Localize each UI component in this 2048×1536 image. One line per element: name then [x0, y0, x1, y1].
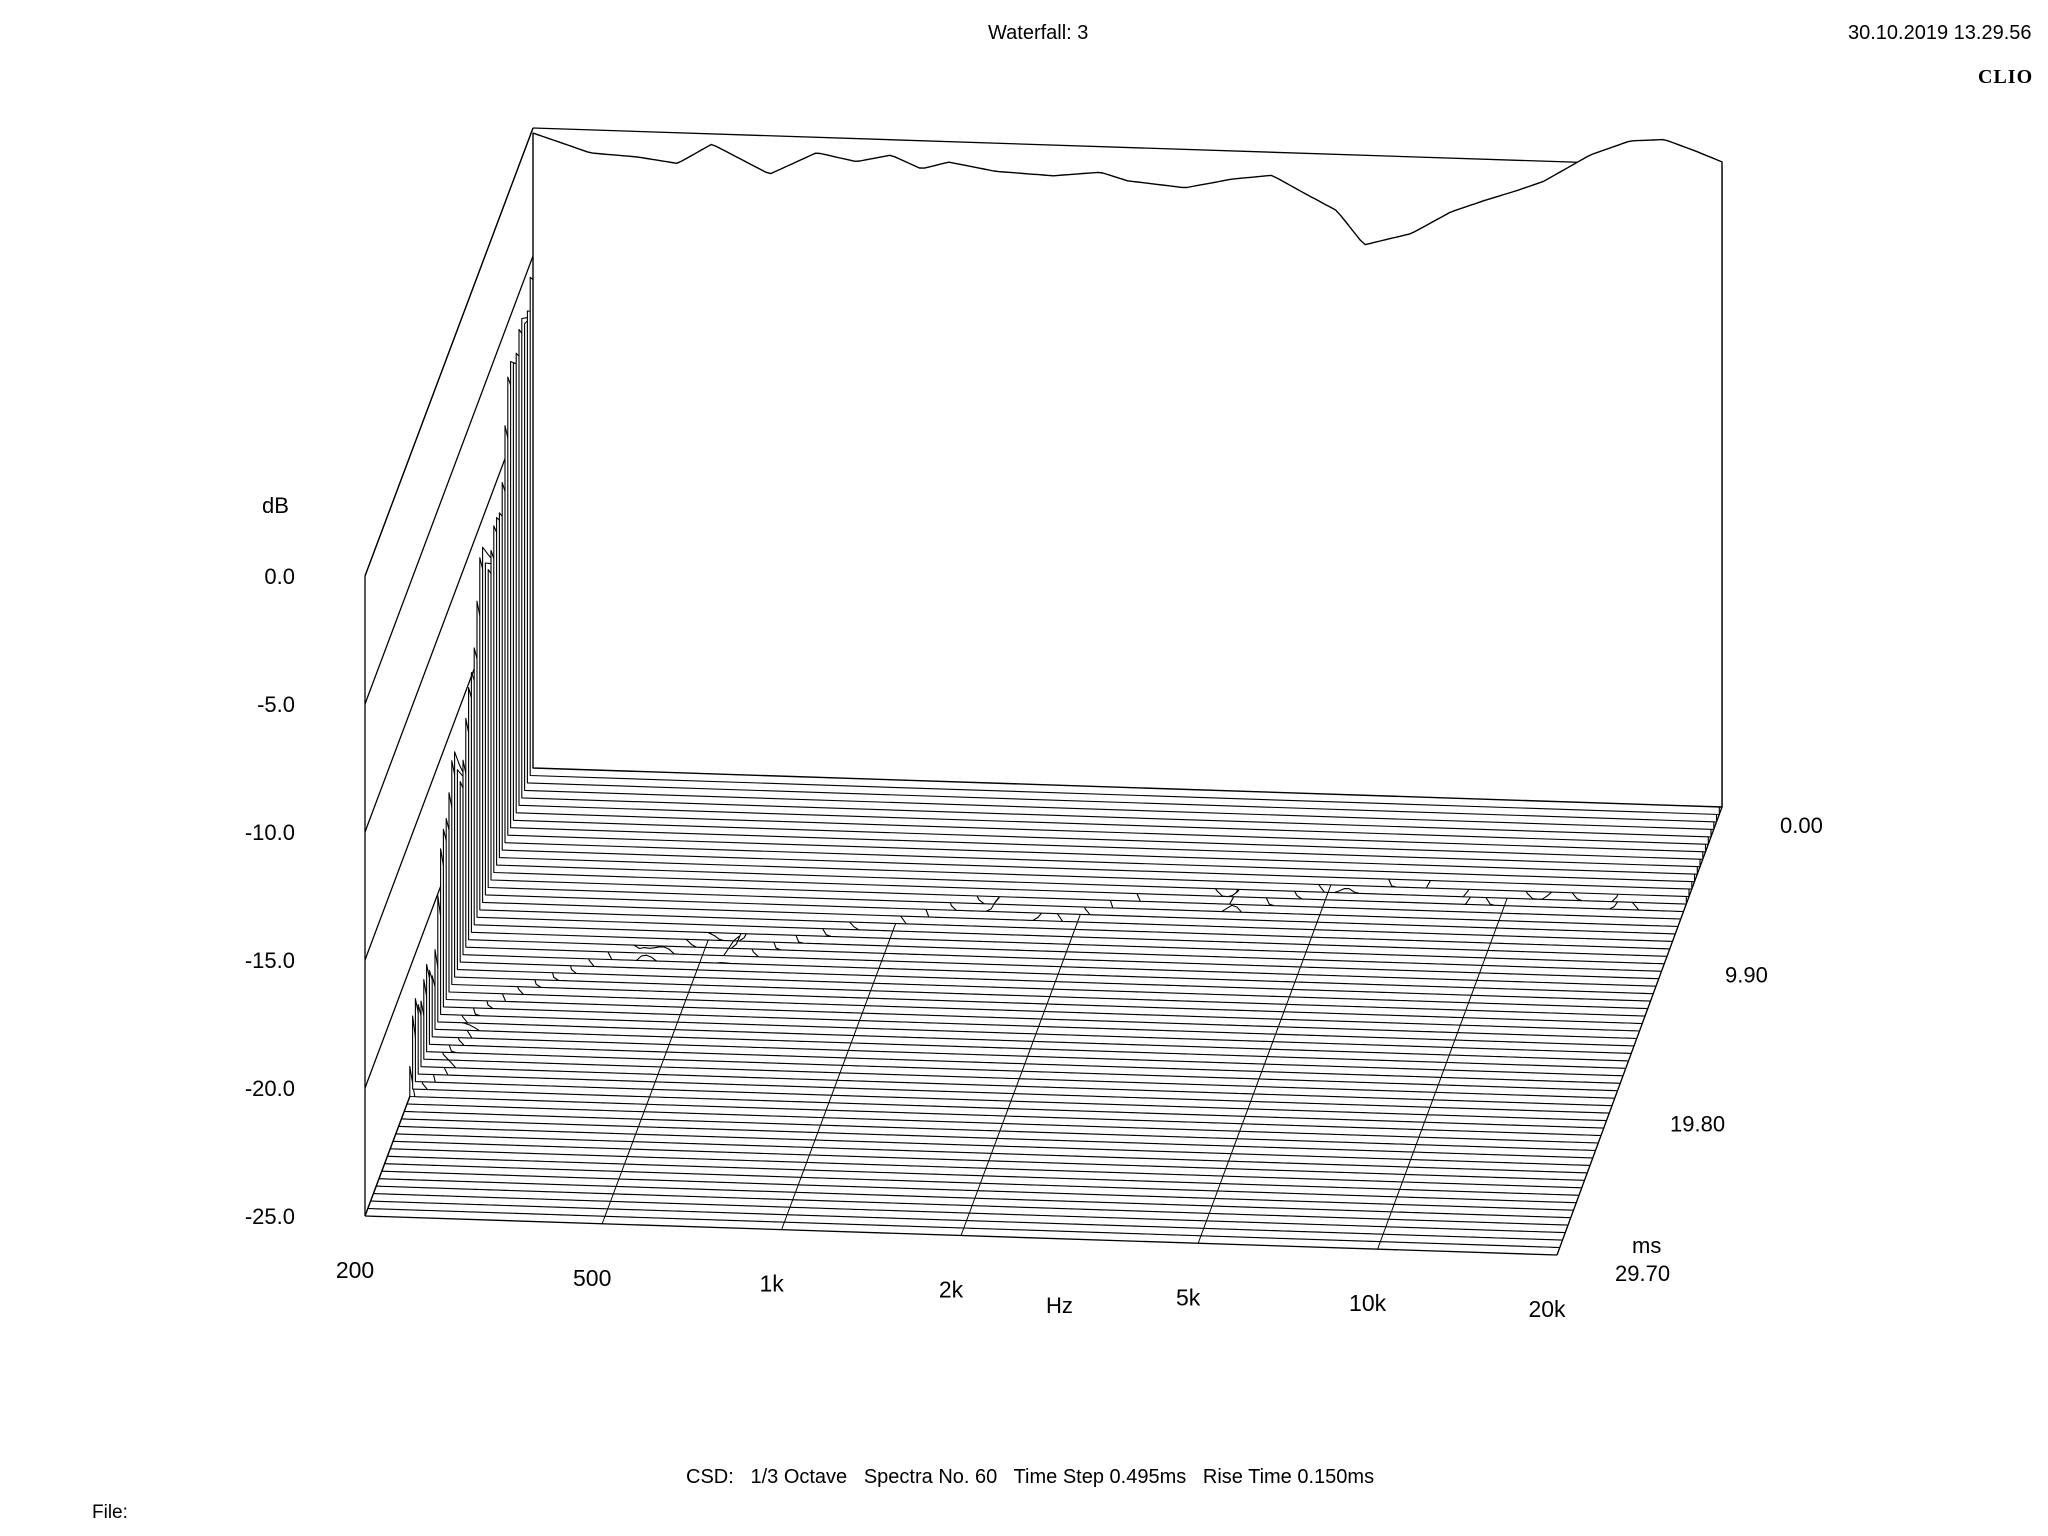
z-tick-labels: 0.00 9.90 19.80 29.70 [1615, 813, 1823, 1286]
y-tick-label: -25.0 [245, 1204, 295, 1229]
spectrum-slice [428, 969, 1621, 1084]
x-tick-label: 1k [759, 1271, 784, 1297]
spectrum-slice [370, 1200, 1564, 1241]
spectrum-slice [437, 895, 1630, 1062]
spectrum-slice [442, 828, 1635, 1047]
left-wall-gridline [364, 255, 534, 705]
z-axis-label: ms [1632, 1233, 1662, 1258]
spectrum-slice [423, 979, 1616, 1099]
chart-datetime: 30.10.2019 13.29.56 [1848, 22, 2032, 44]
back-top-edge [532, 127, 1723, 168]
spectrum-slice [400, 1118, 1594, 1159]
spectrum-slice [459, 781, 1652, 1002]
spectrum-slice [451, 760, 1643, 1025]
spectrum-slice [409, 1065, 1602, 1137]
spectrum-slice [395, 1133, 1588, 1174]
y-tick-label: -5.0 [257, 692, 295, 717]
z-tick-label: 9.90 [1725, 962, 1768, 987]
spectrum-slice [398, 1125, 1591, 1166]
spectrum-slice [434, 949, 1627, 1069]
spectrum-slice [414, 998, 1608, 1122]
spectra-slices [367, 132, 1723, 1249]
z-tick-label: 0.00 [1780, 813, 1823, 838]
file-label: File: [92, 1502, 128, 1523]
x-tick-labels: 200 500 1k 2k 5k 10k 20k [336, 1257, 1566, 1322]
x-axis-label: Hz [1046, 1293, 1073, 1318]
y-tick-label: -20.0 [245, 1076, 295, 1101]
brand-logo-text: CLIO [1978, 66, 2034, 88]
spectrum-slice [462, 759, 1654, 995]
spectrum-slice [386, 1155, 1580, 1196]
spectrum-slice [403, 1110, 1597, 1152]
spectrum-slice [426, 963, 1619, 1092]
spectrum-slice [440, 848, 1632, 1054]
spectrum-slice [465, 717, 1657, 987]
y-tick-label: -10.0 [245, 820, 295, 845]
csd-settings-text: CSD: 1/3 Octave Spectra No. 60 Time Step… [686, 1466, 1375, 1488]
chart-title: Waterfall: 3 [988, 22, 1089, 44]
spectrum-slice [406, 1103, 1599, 1144]
spectrum-slice [392, 1140, 1586, 1181]
x-tick-label: 20k [1528, 1296, 1566, 1322]
x-tick-label: 200 [336, 1257, 374, 1283]
y-axis-label: dB [262, 493, 289, 518]
z-tick-label: 19.80 [1670, 1112, 1725, 1137]
spectrum-slice [454, 751, 1646, 1017]
spectrum-slice [378, 1178, 1572, 1219]
x-tick-label: 5k [1176, 1284, 1201, 1310]
y-tick-labels: 0.0 -5.0 -10.0 -15.0 -20.0 -25.0 [245, 564, 295, 1229]
z-tick-label: 29.70 [1615, 1261, 1670, 1286]
x-tick-label: 10k [1349, 1290, 1387, 1316]
spectrum-slice [420, 1000, 1613, 1107]
spectrum-slice [375, 1185, 1569, 1226]
spectrum-slice [456, 769, 1649, 1010]
spectrum-slice [367, 1207, 1561, 1249]
spectrum-slice [431, 975, 1624, 1077]
spectrum-slice [389, 1148, 1583, 1189]
spectrum-slice [417, 1003, 1610, 1114]
spectrum-slice [412, 1015, 1605, 1129]
spectrum-slice [372, 1193, 1566, 1234]
y-tick-label: 0.0 [264, 564, 295, 589]
x-tick-label: 2k [939, 1277, 964, 1303]
spectrum-slice [448, 792, 1641, 1032]
left-wall-gridline [364, 127, 534, 577]
spectrum-slice [384, 1163, 1577, 1204]
y-tick-label: -15.0 [245, 948, 295, 973]
spectrum-slice [445, 818, 1638, 1040]
spectrum-slice [381, 1170, 1575, 1211]
x-tick-label: 500 [573, 1265, 611, 1291]
spectrum-slice [532, 132, 1723, 808]
